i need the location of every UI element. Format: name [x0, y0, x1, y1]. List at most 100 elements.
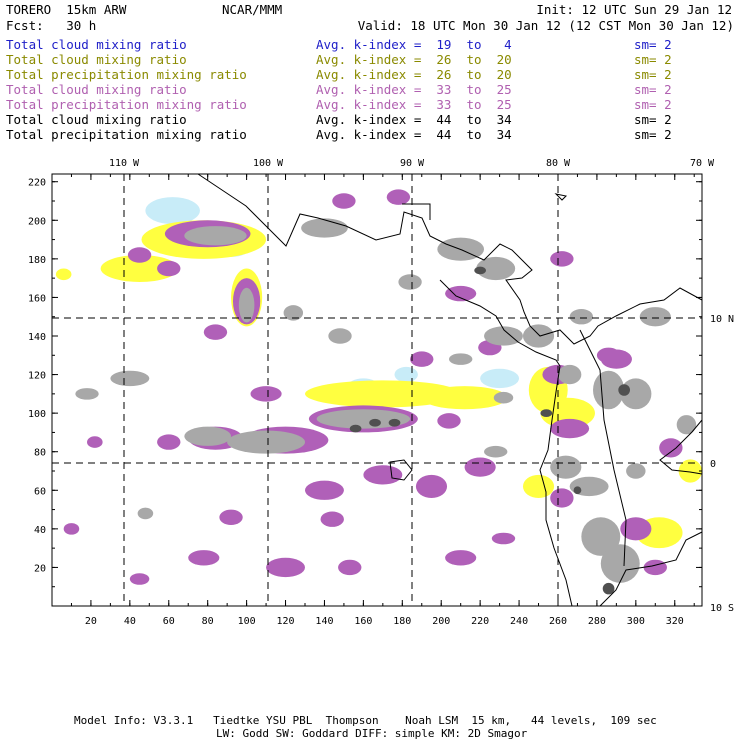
y-tick-label: 160: [28, 293, 46, 304]
weather-magenta-area: [415, 474, 448, 498]
y-tick-label: 60: [34, 486, 46, 497]
x-tick-label: 60: [163, 616, 175, 627]
x-tick-label: 20: [85, 616, 97, 627]
weather-magenta-area: [188, 550, 220, 566]
weather-gray-area: [110, 370, 150, 387]
model-info: Model Info: V3.3.1 Tiedtke YSU PBL Thomp…: [74, 714, 657, 727]
weather-dark-area: [474, 266, 486, 275]
legend-field: Total cloud mixing ratio: [6, 82, 187, 97]
x-tick-label: 220: [471, 616, 489, 627]
latitude-label: 10 N: [710, 314, 734, 325]
legend-field: Total cloud mixing ratio: [6, 52, 187, 67]
y-tick-label: 200: [28, 216, 46, 227]
weather-gray-area: [484, 445, 508, 458]
weather-gray-area: [493, 391, 514, 404]
x-tick-label: 80: [202, 616, 214, 627]
y-tick-label: 180: [28, 255, 46, 266]
y-tick-label: 40: [34, 525, 46, 536]
legend-sm: sm= 2: [634, 67, 672, 82]
weather-yellow-area: [304, 380, 461, 408]
weather-gray-area: [550, 455, 582, 479]
weather-magenta-area: [620, 517, 652, 541]
weather-magenta-area: [266, 557, 305, 578]
org-label: NCAR/MMM: [222, 2, 283, 17]
coastline: [579, 329, 627, 567]
weather-magenta-area: [320, 511, 344, 527]
weather-magenta-area: [445, 550, 477, 566]
weather-magenta-area: [127, 247, 152, 263]
weather-dark-area: [602, 582, 615, 595]
legend-sm: sm= 2: [634, 97, 672, 112]
x-tick-label: 120: [277, 616, 295, 627]
legend-kindex: Avg. k-index = 19 to 4: [316, 37, 512, 52]
weather-magenta-area: [219, 509, 243, 525]
weather-gray-area: [184, 226, 247, 246]
weather-gray-area: [227, 430, 305, 454]
weather-yellow-area: [100, 255, 179, 282]
weather-dark-area: [573, 486, 582, 495]
weather-magenta-area: [550, 418, 590, 439]
weather-gray-area: [449, 353, 473, 365]
legend-sm: sm= 2: [634, 37, 672, 52]
weather-gray-area: [484, 326, 523, 346]
legend-kindex: Avg. k-index = 33 to 25: [316, 82, 512, 97]
coastline: [599, 531, 703, 607]
weather-gray-area: [398, 274, 422, 290]
x-tick-label: 160: [354, 616, 372, 627]
latitude-label: 10 S: [710, 603, 734, 614]
map-frame: [51, 173, 703, 607]
coastline: [554, 193, 568, 201]
longitude-label: 70 W: [690, 158, 715, 169]
weather-magenta-area: [332, 193, 356, 209]
weather-gray-area: [581, 517, 621, 556]
weather-magenta-area: [129, 573, 150, 585]
x-tick-label: 140: [315, 616, 333, 627]
x-tick-label: 300: [627, 616, 645, 627]
forecast-hour: Fcst: 30 h: [6, 18, 97, 33]
weather-gray-area: [238, 287, 255, 323]
weather-gray-area: [476, 256, 516, 281]
weather-gray-area: [137, 507, 154, 520]
x-tick-label: 240: [510, 616, 528, 627]
model-title: TORERO 15km ARW: [6, 2, 127, 17]
weather-magenta-area: [445, 285, 477, 302]
weather-magenta-area: [464, 457, 496, 477]
longitude-label: 110 W: [109, 158, 140, 169]
weather-gray-area: [184, 426, 232, 446]
weather-magenta-area: [550, 251, 574, 267]
weather-magenta-area: [643, 559, 667, 576]
weather-yellow-area: [421, 386, 508, 410]
x-tick-label: 100: [238, 616, 256, 627]
legend-sm: sm= 2: [634, 112, 672, 127]
coastline: [539, 365, 573, 607]
y-tick-label: 140: [28, 332, 46, 343]
weather-gray-area: [676, 415, 697, 435]
weather-magenta-area: [338, 559, 362, 576]
coastline: [402, 203, 431, 220]
weather-magenta-area: [250, 386, 282, 402]
weather-dark-area: [540, 409, 553, 417]
legend-kindex: Avg. k-index = 26 to 20: [316, 52, 512, 67]
weather-magenta-area: [386, 189, 411, 205]
x-tick-label: 180: [393, 616, 411, 627]
legend-field: Total precipitation mixing ratio: [6, 127, 247, 142]
weather-gray-area: [600, 544, 640, 583]
weather-gray-area: [316, 409, 411, 429]
weather-magenta-area: [203, 324, 228, 340]
longitude-label: 80 W: [546, 158, 571, 169]
x-tick-label: 280: [588, 616, 606, 627]
legend-sm: sm= 2: [634, 52, 672, 67]
weather-magenta-area: [304, 480, 344, 500]
weather-gray-area: [639, 307, 671, 327]
legend-kindex: Avg. k-index = 33 to 25: [316, 97, 512, 112]
x-tick-label: 260: [549, 616, 567, 627]
weather-dark-area: [349, 424, 362, 433]
weather-yellow-area: [55, 268, 72, 281]
weather-gray-area: [522, 324, 555, 348]
weather-dark-area: [388, 418, 401, 427]
latitude-label: 0: [710, 459, 716, 470]
weather-gray-area: [75, 388, 99, 400]
axis-ticks: [52, 174, 702, 606]
y-tick-label: 100: [28, 409, 46, 420]
